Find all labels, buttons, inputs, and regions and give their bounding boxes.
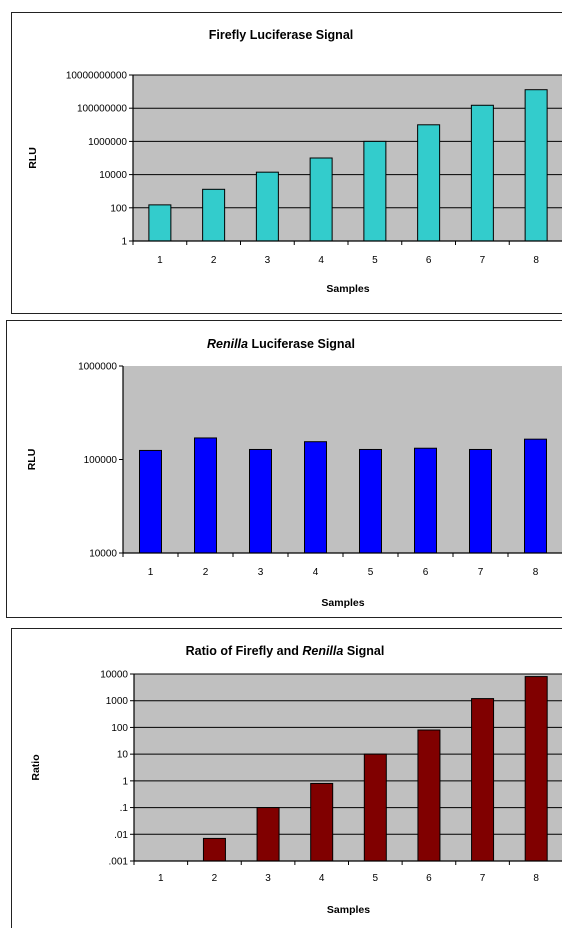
- y-tick-label: 1: [121, 237, 127, 248]
- bar-sample-5: [363, 753, 387, 862]
- bar-sample-1: [148, 204, 172, 242]
- x-axis-label: Samples: [327, 904, 370, 916]
- x-tick-label: 8: [533, 567, 539, 578]
- bar-sample-6: [417, 124, 441, 242]
- x-tick-label: 1: [148, 567, 154, 578]
- bar-sample-4: [304, 441, 327, 554]
- plot-area: [133, 75, 562, 241]
- bar-sample-2: [202, 837, 226, 862]
- y-tick-label: .01: [114, 830, 128, 841]
- x-tick-label: 2: [212, 873, 218, 884]
- y-axis-label: RLU: [26, 449, 38, 471]
- x-tick-label: 6: [423, 567, 429, 578]
- y-tick-label: 100000: [84, 455, 118, 466]
- y-tick-label: .1: [120, 803, 129, 814]
- y-tick-label: 100: [111, 723, 128, 734]
- x-tick-label: 5: [373, 873, 379, 884]
- y-tick-label: 10000000000: [66, 71, 128, 82]
- chart-panel-renilla: 10000 100000 1000000 1 2 3 4 5 6 7 8 Renilla Lucife…: [6, 320, 562, 618]
- y-tick-label: 10: [117, 750, 129, 761]
- bar-sample-8: [524, 438, 547, 554]
- bar-sample-6: [417, 729, 441, 862]
- bar-sample-4: [309, 157, 333, 242]
- chart-panel-firefly: 1 100 10000 1000000 100000000 10000000000 1 2 3 4…: [11, 12, 562, 314]
- y-tick-label: 1: [122, 776, 128, 787]
- x-tick-label: 7: [480, 873, 486, 884]
- x-tick-label: 7: [478, 567, 484, 578]
- chart-panel-ratio: .001 .01 .1 1 10 100 1000 10000 1 2 3 4 5 6 7 8 Ratio of…: [11, 628, 562, 928]
- x-tick-label: 1: [158, 873, 164, 884]
- x-tick-label: 8: [533, 873, 539, 884]
- x-axis-label: Samples: [326, 283, 369, 295]
- chart-title: Ratio of Firefly and Renilla Signal: [186, 644, 385, 658]
- x-axis-label: Samples: [321, 597, 364, 609]
- y-tick-label: 10000: [99, 170, 127, 181]
- chart-title: Renilla Luciferase Signal: [207, 337, 355, 351]
- bar-sample-8: [524, 89, 548, 242]
- bar-sample-7: [470, 104, 494, 242]
- x-tick-label: 7: [480, 255, 486, 266]
- x-tick-label: 4: [318, 255, 324, 266]
- x-tick-label: 3: [265, 873, 271, 884]
- bar-sample-3: [255, 171, 279, 242]
- bar-sample-7: [471, 698, 495, 862]
- y-tick-label: 1000000: [78, 362, 117, 373]
- chart-title-part: Signal: [343, 644, 384, 658]
- chart-firefly-svg: 1 100 10000 1000000 100000000 10000000000 1 2 3 4…: [27, 28, 562, 295]
- y-tick-label: 10000: [89, 549, 117, 560]
- chart-ratio-svg: .001 .01 .1 1 10 100 1000 10000 1 2 3 4 5 6 7 8 Ratio of…: [30, 644, 562, 916]
- chart-title-part: Ratio of Firefly and: [186, 644, 303, 658]
- y-tick-label: .001: [109, 857, 129, 868]
- bar-sample-7: [469, 448, 492, 554]
- bar-sample-2: [202, 188, 226, 242]
- bar-sample-1: [139, 449, 162, 554]
- x-tick-label: 4: [319, 873, 325, 884]
- x-tick-label: 3: [258, 567, 264, 578]
- y-tick-label: 100: [110, 203, 127, 214]
- bar-sample-2: [194, 437, 217, 554]
- x-tick-label: 3: [265, 255, 271, 266]
- y-axis-label: Ratio: [30, 754, 42, 780]
- x-tick-label: 8: [533, 255, 539, 266]
- x-tick-label: 2: [203, 567, 209, 578]
- x-tick-label: 2: [211, 255, 217, 266]
- x-tick-label: 4: [313, 567, 319, 578]
- y-tick-label: 10000: [100, 670, 128, 681]
- y-axis-label: RLU: [27, 147, 39, 169]
- x-tick-label: 1: [157, 255, 163, 266]
- x-tick-label: 6: [426, 873, 432, 884]
- chart-renilla-svg: 10000 100000 1000000 1 2 3 4 5 6 7 8 Renilla Lucife…: [26, 337, 562, 609]
- x-tick-label: 5: [368, 567, 374, 578]
- plot-area: [134, 674, 562, 861]
- y-tick-label: 1000: [106, 696, 129, 707]
- y-tick-label: 1000000: [88, 137, 127, 148]
- bar-sample-3: [249, 448, 272, 554]
- bar-sample-6: [414, 447, 437, 554]
- bar-sample-3: [256, 807, 280, 862]
- chart-title-part: Luciferase Signal: [248, 337, 355, 351]
- bar-sample-4: [310, 782, 334, 862]
- bar-sample-5: [363, 140, 387, 242]
- x-tick-label: 6: [426, 255, 432, 266]
- x-tick-label: 5: [372, 255, 378, 266]
- plot-area: [123, 366, 562, 553]
- chart-title-part: Renilla: [302, 644, 343, 658]
- y-tick-label: 100000000: [77, 104, 127, 115]
- chart-title-part: Renilla: [207, 337, 248, 351]
- chart-title: Firefly Luciferase Signal: [209, 28, 354, 42]
- bar-sample-5: [359, 448, 382, 554]
- bar-sample-8: [524, 676, 548, 862]
